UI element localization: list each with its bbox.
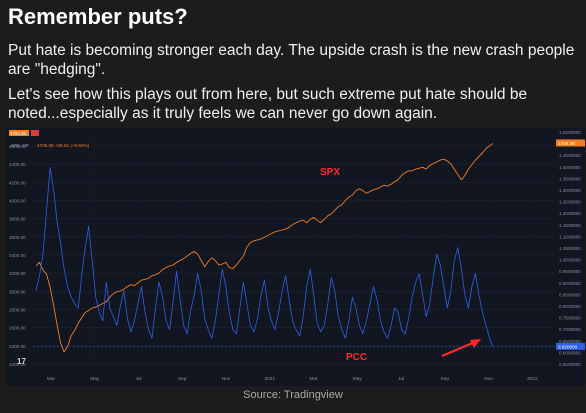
right-tick-label: 0.9500000 (559, 269, 581, 274)
right-tick-label: 1.4500000 (559, 153, 581, 158)
indicator-badge (31, 130, 39, 136)
x-tick-label: Mar (309, 376, 318, 382)
right-tick-label: 1.1500000 (559, 223, 581, 228)
legend-values: 4705.38 +25.51 (+0.62%) (37, 143, 90, 148)
annotation-arrow (441, 340, 476, 358)
right-tick-label: 1.1000000 (559, 234, 581, 239)
series-line-pcc (35, 167, 494, 348)
x-tick-label: Sep (441, 376, 450, 382)
annotation-arrowhead (470, 339, 481, 348)
x-tick-label: Nov (222, 376, 231, 382)
x-tick-label: May (353, 376, 363, 382)
left-tick-label: 3600.00 (9, 235, 26, 240)
price-badge-text: 4706.38 (10, 131, 26, 136)
x-tick-label: Sep (178, 376, 187, 382)
left-tick-label: 3000.00 (9, 289, 26, 294)
x-tick-label: May (90, 376, 100, 382)
legend-symbol: SPX, SP (11, 143, 29, 148)
left-tick-label: 3400.00 (9, 253, 26, 258)
right-tick-label: 0.6000000 (559, 350, 581, 355)
right-tick-label: 1.3000000 (559, 188, 581, 193)
right-tick-label: 0.6500000 (559, 339, 581, 344)
left-tick-label: 2200.00 (9, 362, 26, 367)
left-tick-label: 4400.00 (9, 162, 26, 167)
chart-panel: 4600.00 4400.00 4200.00 4000.00 3800.00 3600.… (7, 128, 585, 386)
right-tick-label: 1.2500000 (559, 200, 581, 205)
source-caption: Source: Tradingview (243, 389, 343, 401)
x-tick-label: 2022 (527, 376, 538, 382)
right-tick-label: 0.8500000 (559, 292, 581, 297)
post-title: Remember puts? (8, 4, 188, 29)
x-tick-label: Jul (135, 376, 141, 382)
price-badge (9, 130, 29, 136)
x-tick-label: Nov (484, 376, 493, 382)
right-tick-label: 1.0500000 (559, 246, 581, 251)
right-tick-label: 0.5500000 (559, 362, 581, 367)
x-tick-label: Mar (47, 376, 56, 382)
series-line-spx (35, 143, 494, 353)
left-tick-label: 3800.00 (9, 217, 26, 222)
spx-last-value: 4706.38 (558, 141, 575, 146)
tradingview-logo-icon: 17 (17, 357, 26, 366)
right-tick-label: 1.4000000 (559, 165, 581, 170)
left-tick-label: 2600.00 (9, 326, 26, 331)
right-tick-label: 0.9000000 (559, 281, 581, 286)
spx-last-tag (556, 139, 585, 147)
pcc-annotation: PCC (346, 352, 367, 363)
pcc-last-value: 0.620000 (558, 344, 578, 349)
right-tick-label: 1.3500000 (559, 176, 581, 181)
post-paragraph-1: Put hate is becoming stronger each day. … (8, 42, 575, 78)
right-tick-label: 0.8000000 (559, 304, 581, 309)
right-tick-label: 1.5500000 (559, 130, 581, 135)
pcc-last-tag (556, 342, 585, 350)
left-tick-label: 2400.00 (9, 344, 26, 349)
x-tick-label: 2021 (264, 376, 275, 382)
left-tick-label: 4600.00 (9, 144, 26, 149)
right-tick-label: 0.7000000 (559, 327, 581, 332)
right-tick-label: 0.7500000 (559, 316, 581, 321)
left-tick-label: 4000.00 (9, 199, 26, 204)
spx-annotation: SPX (320, 167, 340, 178)
price-chart: 4600.00 4400.00 4200.00 4000.00 3800.00 3600.… (7, 128, 585, 386)
right-tick-label: 1.0000000 (559, 258, 581, 263)
left-tick-label: 2800.00 (9, 308, 26, 313)
post-paragraph-2: Let's see how this plays out from here, … (8, 86, 528, 122)
x-tick-label: Jul (398, 376, 404, 382)
left-tick-label: 3200.00 (9, 271, 26, 276)
right-tick-label: 1.2000000 (559, 211, 581, 216)
left-tick-label: 4200.00 (9, 180, 26, 185)
